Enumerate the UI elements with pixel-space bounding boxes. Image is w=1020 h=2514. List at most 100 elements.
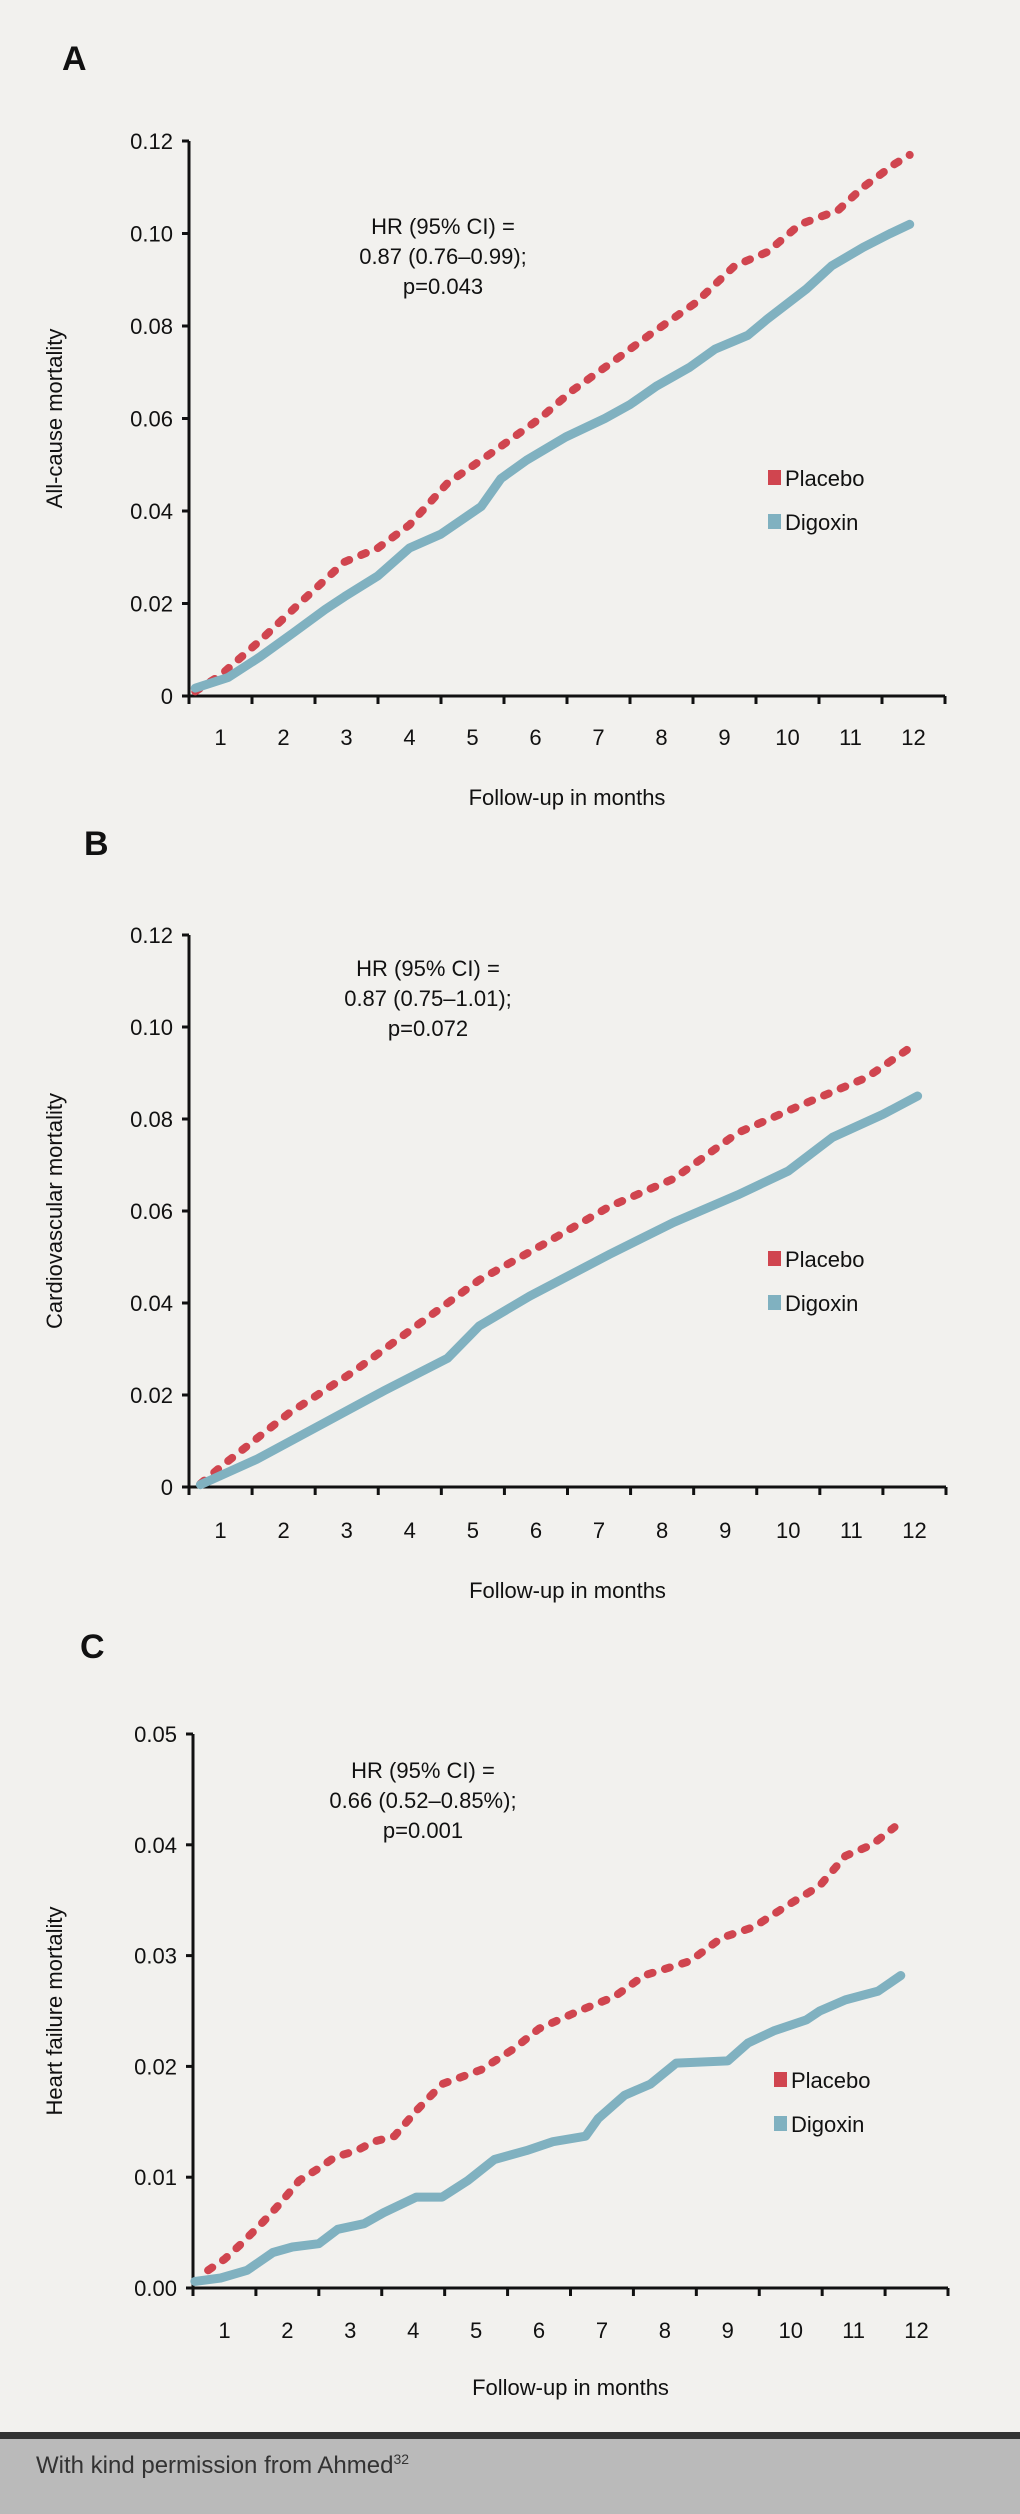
x-tick-label: 8 (656, 1518, 668, 1543)
x-tick-label: 11 (840, 1518, 863, 1543)
hr-annotation-line: 0.66 (0.52–0.85%); (329, 1788, 516, 1813)
legend-label-digoxin: Digoxin (785, 510, 858, 535)
y-tick-label: 0.05 (134, 1722, 177, 1747)
legend-label-placebo: Placebo (791, 2068, 871, 2093)
chart-panel-a: A00.020.040.060.080.100.121 2 3 4 5 6 7 8 9 10 11 1… (42, 40, 947, 810)
y-tick-label: 0.03 (134, 1944, 177, 1969)
x-tick-label: 11 (839, 725, 862, 750)
x-tick-label: 4 (404, 1518, 416, 1543)
x-tick-label: 12 (902, 1518, 926, 1543)
x-axis-label: Follow-up in months (469, 1578, 666, 1603)
series-line-placebo (196, 1038, 922, 1488)
hr-annotation-line: p=0.043 (403, 274, 483, 299)
series-line-placebo (204, 1823, 899, 2275)
legend-label-placebo: Placebo (785, 1247, 865, 1272)
y-tick-label: 0.06 (130, 1199, 173, 1224)
legend-swatch-placebo (768, 1251, 781, 1266)
series-line-digoxin (195, 1091, 923, 1490)
y-tick-label: 0.10 (130, 222, 173, 247)
y-tick-label: 0.06 (130, 407, 173, 432)
x-tick-label: 3 (340, 725, 352, 750)
x-tick-label: 9 (718, 725, 730, 750)
y-tick-label: 0 (161, 684, 173, 709)
x-tick-label: 10 (778, 2318, 802, 2343)
y-tick-label: 0.12 (130, 129, 173, 154)
chart-panel-b: B00.020.040.060.080.100.121 2 3 4 5 6 7 8 9 10 11 1… (42, 825, 948, 1603)
x-tick-label: 4 (403, 725, 415, 750)
x-axis-label: Follow-up in months (472, 2375, 669, 2400)
x-tick-label: 3 (344, 2318, 356, 2343)
legend-swatch-placebo (774, 2072, 787, 2087)
y-axis-label: Heart failure mortality (42, 1906, 67, 2115)
hr-annotation-line: HR (95% CI) = (356, 956, 500, 981)
x-tick-label: 6 (530, 1518, 542, 1543)
panel-label: C (80, 1628, 105, 1666)
hr-annotation-line: 0.87 (0.76–0.99); (359, 244, 527, 269)
x-tick-label: 6 (529, 725, 541, 750)
legend-swatch-digoxin (774, 2116, 787, 2131)
footer-credit: With kind permission from Ahmed32 (36, 2451, 409, 2480)
y-tick-label: 0.04 (134, 1833, 177, 1858)
x-tick-label: 5 (467, 1518, 479, 1543)
hr-annotation-line: HR (95% CI) = (371, 214, 515, 239)
y-tick-label: 0.02 (134, 2054, 177, 2079)
y-tick-label: 0.04 (130, 499, 173, 524)
x-axis-label: Follow-up in months (469, 785, 666, 810)
x-tick-label: 2 (277, 725, 289, 750)
x-tick-label: 9 (722, 2318, 734, 2343)
legend-label-placebo: Placebo (785, 466, 865, 491)
footer-credit-text: With kind permission from Ahmed (36, 2452, 394, 2479)
x-tick-label: 12 (904, 2318, 928, 2343)
x-tick-label: 3 (341, 1518, 353, 1543)
hr-annotation-line: p=0.001 (383, 1818, 463, 1843)
y-tick-label: 0.02 (130, 592, 173, 617)
x-tick-label: 2 (281, 2318, 293, 2343)
x-tick-label: 9 (719, 1518, 731, 1543)
legend-swatch-placebo (768, 470, 781, 485)
x-tick-label: 10 (775, 725, 799, 750)
panel-label: A (62, 40, 87, 78)
x-tick-label: 12 (901, 725, 925, 750)
x-tick-label: 8 (655, 725, 667, 750)
series-line-digoxin (190, 219, 915, 693)
x-tick-label: 7 (593, 1518, 605, 1543)
y-tick-label: 0.08 (130, 1107, 173, 1132)
x-tick-label: 5 (470, 2318, 482, 2343)
x-tick-label: 4 (407, 2318, 419, 2343)
hr-annotation-line: HR (95% CI) = (351, 1758, 495, 1783)
footer: With kind permission from Ahmed32 (0, 2432, 1020, 2514)
hr-annotation-line: p=0.072 (388, 1016, 468, 1041)
x-tick-label: 11 (842, 2318, 865, 2343)
footer-reference: 32 (393, 2451, 410, 2467)
x-tick-label: 1 (214, 1518, 226, 1543)
y-tick-label: 0.12 (130, 923, 173, 948)
y-tick-label: 0 (161, 1475, 173, 1500)
panel-label: B (84, 825, 109, 863)
legend-swatch-digoxin (768, 514, 781, 529)
y-axis-label: Cardiovascular mortality (42, 1093, 67, 1329)
x-tick-label: 8 (659, 2318, 671, 2343)
x-tick-label: 6 (533, 2318, 545, 2343)
chart-panel-c: C0.000.010.020.030.040.051 2 3 4 5 6 7 8 9 10 11 12… (42, 1628, 950, 2400)
legend-swatch-digoxin (768, 1295, 781, 1310)
y-tick-label: 0.08 (130, 314, 173, 339)
x-tick-label: 1 (214, 725, 226, 750)
series-line-placebo (191, 150, 914, 696)
y-tick-label: 0.02 (130, 1383, 173, 1408)
legend-label-digoxin: Digoxin (791, 2112, 864, 2137)
x-tick-label: 1 (218, 2318, 230, 2343)
y-axis-label: All-cause mortality (42, 329, 67, 509)
y-tick-label: 0.01 (134, 2165, 177, 2190)
x-tick-label: 7 (592, 725, 604, 750)
x-tick-label: 7 (596, 2318, 608, 2343)
x-tick-label: 2 (278, 1518, 290, 1543)
series-line-digoxin (190, 1971, 906, 2286)
x-tick-label: 5 (466, 725, 478, 750)
y-tick-label: 0.10 (130, 1015, 173, 1040)
hr-annotation-line: 0.87 (0.75–1.01); (344, 986, 512, 1011)
legend-label-digoxin: Digoxin (785, 1291, 858, 1316)
x-tick-label: 10 (776, 1518, 800, 1543)
y-tick-label: 0.00 (134, 2276, 177, 2301)
y-tick-label: 0.04 (130, 1291, 173, 1316)
